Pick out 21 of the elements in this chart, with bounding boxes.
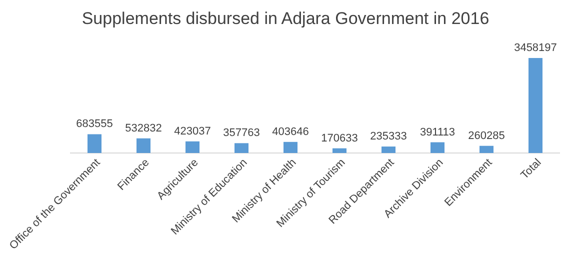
bar [528, 58, 542, 153]
data-label: 683555 [76, 118, 113, 130]
bar [234, 143, 248, 153]
bar [480, 146, 494, 153]
chart-title: Supplements disbursed in Adjara Government in 2016 [82, 9, 490, 28]
data-label: 403646 [272, 126, 309, 138]
bar [186, 141, 200, 153]
data-label: 235333 [370, 130, 407, 143]
bar [284, 142, 298, 153]
bar [88, 134, 102, 153]
data-label: 260285 [468, 130, 505, 142]
bar [382, 146, 396, 153]
data-label: 532832 [125, 122, 162, 134]
bar [136, 138, 150, 153]
bar [430, 142, 444, 153]
data-label: 423037 [174, 125, 211, 138]
data-label: 357763 [223, 127, 260, 140]
data-label: 3458197 [514, 42, 557, 54]
data-label: 391113 [420, 126, 456, 138]
bar [332, 148, 346, 153]
data-label: 170633 [321, 132, 358, 144]
